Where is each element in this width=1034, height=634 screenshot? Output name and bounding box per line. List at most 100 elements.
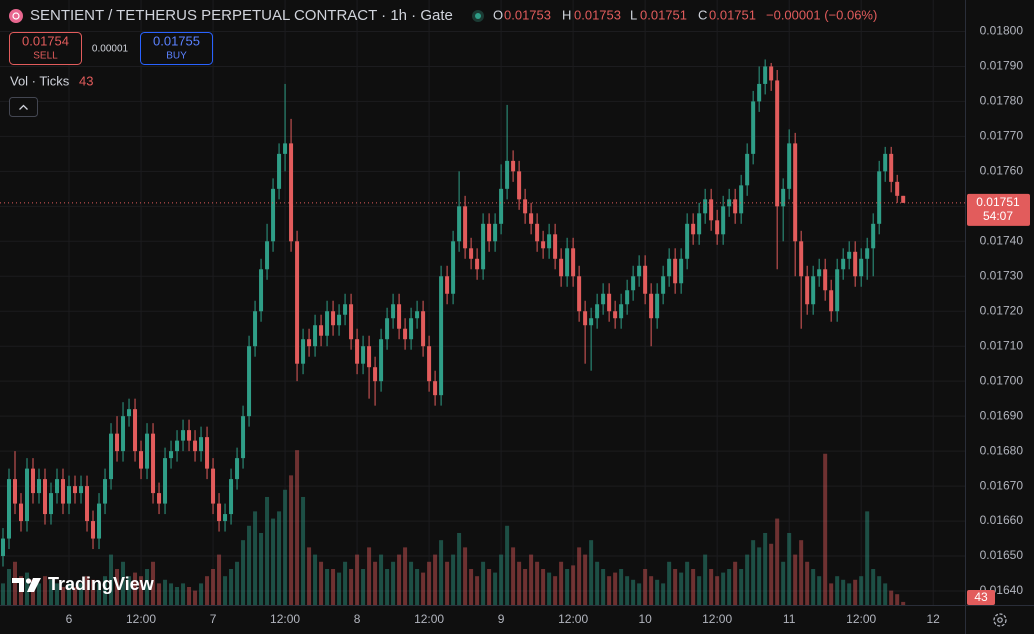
volume-bar <box>703 554 708 605</box>
candle-body <box>355 339 360 364</box>
x-tick-label: 11 <box>783 612 796 626</box>
x-tick-label: 6 <box>66 612 73 626</box>
sell-price[interactable]: 0.01754 <box>22 33 69 48</box>
volume-bar <box>577 547 582 605</box>
volume-bar <box>607 576 612 605</box>
y-tick-label: 0.01780 <box>980 94 1024 108</box>
candle-body <box>169 451 174 459</box>
x-tick-label: 12 <box>927 612 941 626</box>
candle-body <box>451 241 456 294</box>
candle-body <box>889 153 894 182</box>
volume-bar <box>229 568 234 605</box>
buy-label[interactable]: BUY <box>166 51 187 62</box>
candle-body <box>283 143 288 154</box>
settings-button[interactable] <box>993 613 1007 627</box>
candle-body <box>229 479 234 515</box>
buy-button[interactable]: 0.01755 BUY <box>140 32 213 65</box>
change: −0.00001 (−0.06%) <box>766 7 877 22</box>
candle-body <box>685 223 690 259</box>
volume-bar <box>7 568 12 605</box>
volume-bar <box>733 561 738 605</box>
candle-body <box>673 258 678 284</box>
y-tick-label: 0.01680 <box>980 443 1024 457</box>
volume-bar <box>43 576 48 605</box>
candle-body <box>301 339 306 364</box>
candle-body <box>511 160 516 172</box>
volume-bar <box>211 568 216 605</box>
collapse-button[interactable] <box>9 97 38 117</box>
collapse-frame[interactable] <box>9 97 38 117</box>
volume-bar <box>247 525 252 605</box>
volume-bar <box>469 568 474 605</box>
candle-body <box>697 213 702 235</box>
candle-body <box>571 248 576 277</box>
volume-bar <box>511 547 516 605</box>
candle-body <box>211 468 216 504</box>
candle-body <box>109 433 114 480</box>
candle-body <box>559 258 564 277</box>
volume-bar <box>337 572 342 605</box>
volume-bar <box>631 579 636 605</box>
y-tick-label: 0.01690 <box>980 408 1024 422</box>
candle-body <box>157 493 162 504</box>
volume-bar <box>541 568 546 605</box>
candle-body <box>811 276 816 305</box>
volume-bar <box>31 579 36 605</box>
candle-body <box>619 304 624 319</box>
gear[interactable] <box>993 613 1007 627</box>
volume-bar <box>457 532 462 605</box>
candles <box>1 59 906 567</box>
volume-legend: Vol · Ticks <box>10 73 70 88</box>
candle-body <box>115 433 120 452</box>
buy-price[interactable]: 0.01755 <box>153 33 200 48</box>
candle-body <box>439 276 444 396</box>
gear-hub[interactable] <box>997 617 1003 623</box>
volume-bar <box>25 572 30 605</box>
candle-body <box>727 199 732 207</box>
volume-tag-label: 43 <box>974 590 988 604</box>
volume-bar <box>823 453 828 605</box>
volume-bar <box>391 561 396 605</box>
candle-body <box>841 258 846 270</box>
volume-bar <box>127 576 132 605</box>
candle-body <box>151 433 156 494</box>
volume-bar <box>679 572 684 605</box>
volume-bar <box>601 568 606 605</box>
y-tick-label: 0.01730 <box>980 268 1024 282</box>
volume-bar <box>115 568 120 605</box>
volume-bar <box>187 586 192 605</box>
volume-bar <box>565 568 570 605</box>
symbol-icon <box>9 9 23 23</box>
volume-bar <box>463 547 468 605</box>
sell-label[interactable]: SELL <box>33 51 58 62</box>
volume-bar <box>661 583 666 605</box>
ohlc-key: O <box>493 7 503 22</box>
buy-button-frame[interactable] <box>140 32 213 65</box>
x-tick-label: 12:00 <box>414 612 444 626</box>
sell-button[interactable]: 0.01754 SELL <box>9 32 82 65</box>
volume-bar <box>325 568 330 605</box>
candle-body <box>349 304 354 340</box>
volume-bar <box>415 568 420 605</box>
y-tick-label: 0.01700 <box>980 373 1024 387</box>
candle-body <box>481 223 486 270</box>
candle-body <box>337 314 342 326</box>
candle-body <box>601 293 606 305</box>
sell-button-frame[interactable] <box>9 32 82 65</box>
volume-bar <box>145 568 150 605</box>
candle-body <box>175 440 180 452</box>
candle-body <box>409 318 414 340</box>
candle-body <box>871 223 876 249</box>
candle-body <box>373 367 378 382</box>
volume-bar <box>553 576 558 605</box>
volume-bar <box>199 583 204 605</box>
volume-bar <box>835 576 840 605</box>
volume-bar <box>235 561 240 605</box>
candle-body <box>823 269 828 291</box>
volume-bar <box>481 561 486 605</box>
candle-body <box>253 311 258 347</box>
collapse-caret[interactable] <box>19 104 28 110</box>
candle-body <box>217 503 222 522</box>
volume-bar <box>319 561 324 605</box>
